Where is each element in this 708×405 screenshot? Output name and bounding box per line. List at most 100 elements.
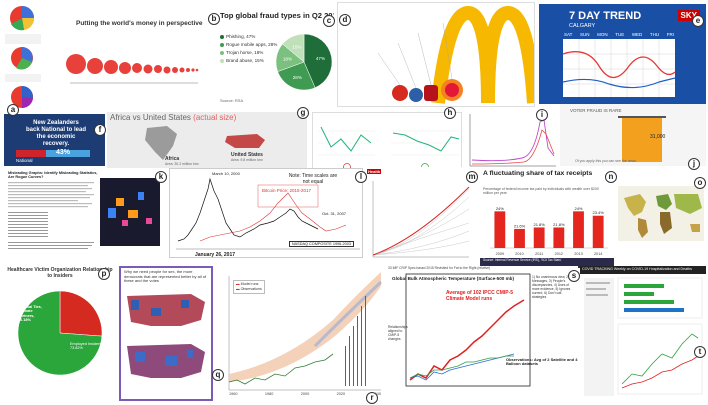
- panel-s: 33 IMF CRIP Spec-based 2015 Revisited fo…: [386, 266, 578, 401]
- panel-t: COVID TRACKING Weekly on COVID-19 Hospit…: [580, 266, 706, 401]
- panel-m: Health: [365, 167, 473, 263]
- badge-a: a: [7, 104, 19, 116]
- spike-line-chart: [469, 114, 556, 167]
- bar-value-label: 21.8%: [533, 222, 545, 227]
- panel-f-value: 43%: [56, 149, 71, 156]
- bar-value-label: 21.6%: [514, 223, 526, 228]
- legend-swatch-icon: [220, 50, 224, 55]
- fraud-pie-slice: [282, 33, 305, 63]
- day-label: WED: [631, 32, 643, 37]
- panel-c-source: Source: RSA: [220, 98, 244, 103]
- badge-f: f: [94, 124, 106, 136]
- panel-e: 7 DAY TREND CALGARY SKY SAT SUN MON TUE …: [539, 4, 706, 104]
- label-us: United States: [231, 152, 263, 158]
- panel-m-header: Health: [367, 169, 382, 174]
- model-runs-chart: [228, 272, 383, 391]
- tax-share-bar-chart: 24% 2009 21.6% 2010 21.8% 2011 21.8% 2012 24% 201…: [490, 206, 608, 256]
- trend-chart: [562, 39, 676, 97]
- tax-share-bar: [553, 227, 565, 248]
- tax-share-bar: [514, 228, 525, 248]
- badge-c: c: [323, 15, 335, 27]
- legend-swatch-icon: [220, 42, 224, 47]
- panel-e-title: 7 DAY TREND: [569, 10, 642, 22]
- day-label: MON: [597, 32, 608, 37]
- badge-o: o: [694, 177, 706, 189]
- legend-item: ▬ Observations: [236, 287, 262, 291]
- panel-f-party: National: [16, 158, 33, 163]
- legend-item: Trojan horse, 18%: [220, 50, 263, 55]
- panel-f: New Zealanders back National to lead the…: [4, 114, 105, 166]
- insider-pie-chart: [17, 290, 103, 376]
- sky-logo: SKY: [677, 10, 700, 21]
- panel-q: Why we need people for sex, the more dem…: [119, 266, 213, 401]
- date-right: Oct. 31, 2007: [322, 211, 347, 216]
- x-axis-ticks: 1960 1980 2000 2020 2040: [229, 392, 381, 396]
- insider-pie-slice: [59, 290, 103, 337]
- panel-s-left-text: Relationships aligned to CMIP-5 changes: [388, 325, 408, 341]
- slice-label-big: Employed Insiders, 73.82%: [70, 342, 103, 351]
- bar-value-label: 21.8%: [553, 222, 565, 227]
- badge-h: h: [444, 107, 456, 119]
- panel-j: VOTER FRAUD IS RARE 31,000 Of you apply …: [560, 104, 706, 166]
- panel-h: [312, 112, 462, 172]
- day-label: TUE: [615, 32, 625, 37]
- panel-r: ▬ Model runs ▬ Observations 1960 1980 20…: [215, 266, 383, 401]
- day-label: FRI: [666, 32, 674, 37]
- day-label: SUN: [580, 32, 590, 37]
- panel-n-footer: Source: Internal Revenue Service (IRS), …: [480, 258, 614, 268]
- badge-p: p: [98, 268, 110, 280]
- climate-model-chart: [405, 273, 531, 387]
- dashboard-graphic: [584, 277, 703, 396]
- fraud-pie-slice-label: 18%: [283, 57, 292, 62]
- badge-s: s: [568, 270, 580, 282]
- fraud-pie-slice-label: 15%: [292, 44, 301, 49]
- tax-share-bar: [494, 211, 506, 248]
- panel-l: Note: Time scales are not equal Bitcoin …: [169, 168, 363, 258]
- map-graphic: [145, 126, 265, 160]
- panel-a: [2, 2, 44, 112]
- bar-value-label: 23.4%: [592, 210, 604, 215]
- panel-n-title: A fluctuating share of tax receipts: [483, 170, 593, 177]
- badge-l: l: [355, 171, 367, 183]
- panel-c: Top global fraud types in Q2 2018 Phishi…: [218, 6, 334, 106]
- bar-red: [16, 150, 46, 157]
- us-maps-graphic: [127, 294, 205, 378]
- panel-o: [616, 168, 706, 266]
- date-bottom: January 26, 2017: [195, 252, 236, 258]
- orange-block: [622, 118, 662, 162]
- panel-p: Healthcare Victim Organization Relations…: [4, 266, 116, 401]
- tax-share-bar: [592, 215, 604, 248]
- date-top: March 10, 2000: [212, 171, 240, 176]
- badge-m: m: [466, 171, 478, 183]
- fraud-pie-slice-label: 28%: [293, 75, 302, 80]
- panel-t-header: COVID TRACKING Weekly on COVID-19 Hospit…: [580, 266, 706, 274]
- bar-value-label: 24%: [574, 206, 582, 211]
- legend-swatch-icon: ▬: [236, 282, 240, 286]
- badge-k: k: [155, 171, 167, 183]
- x-tick-label: 2010: [515, 252, 523, 256]
- legend-item: Rogue mobile apps, 28%: [220, 42, 277, 47]
- nasdaq-bitcoin-chart: [176, 177, 360, 250]
- bar-value-label: 24%: [496, 206, 504, 211]
- panel-j-caption: Of you apply this you can see the news.: [575, 159, 637, 163]
- badge-e: e: [692, 15, 704, 27]
- legend-swatch-icon: ▬: [236, 287, 240, 291]
- nasdaq-label: NASDAQ COMPOSITE 1996-2003: [288, 241, 354, 247]
- fraud-pie-slice: [303, 33, 333, 89]
- x-tick-label: 2012: [555, 252, 563, 256]
- article-body-graphic: [8, 178, 160, 249]
- x-tick-label: 2014: [594, 252, 602, 256]
- badge-i: i: [536, 109, 548, 121]
- legend-item: Brand abuse, 15%: [220, 58, 264, 63]
- bar-blue: [46, 150, 90, 157]
- world-map-graphic: [618, 186, 704, 241]
- panel-g-title: Africa vs United States (actual size): [110, 113, 237, 122]
- panel-s-side-text: 1) No unanimous view, 2) Messages, 3) Pe…: [532, 275, 571, 299]
- spaghetti-line-chart: [372, 181, 470, 258]
- fraud-pie-slice-label: 47%: [316, 56, 325, 61]
- fraud-pie-slice: [277, 61, 316, 91]
- badge-b: b: [208, 13, 220, 25]
- badge-q: q: [212, 369, 224, 381]
- panel-s-observations: Observations: Avg of 2 Satellite and 4 B…: [506, 357, 578, 367]
- legend-swatch-icon: [220, 34, 224, 39]
